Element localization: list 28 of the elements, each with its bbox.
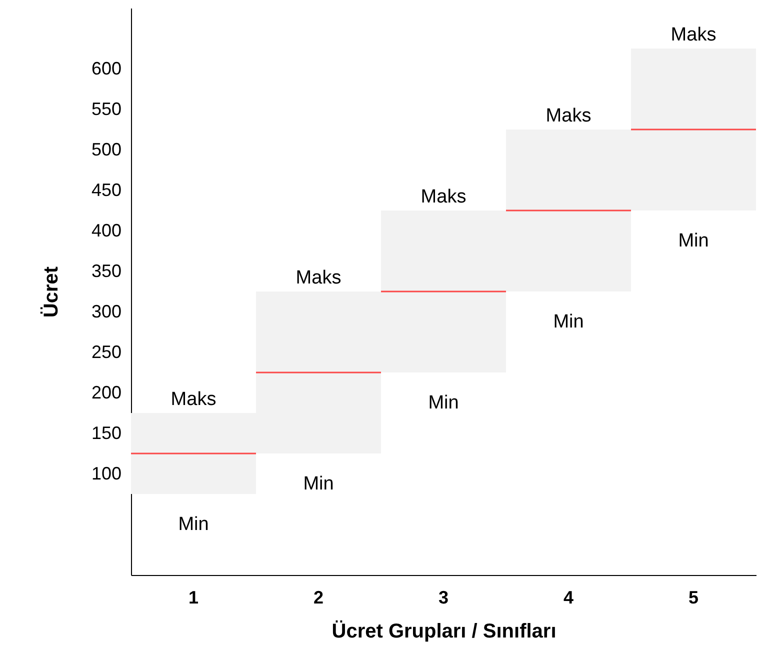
y-tick-label: 300 (91, 301, 122, 322)
y-tick-label: 150 (91, 422, 122, 443)
x-tick-label: 2 (313, 588, 324, 608)
y-tick-label: 400 (91, 220, 122, 240)
y-tick-label: 200 (91, 382, 122, 402)
annotation: Min (428, 392, 459, 414)
annotation: Maks (670, 24, 716, 46)
y-tick-label: 450 (91, 180, 122, 200)
y-tick-label: 550 (91, 98, 122, 119)
y-tick-label: 100 (91, 463, 122, 484)
y-axis-title: Ücret (39, 266, 62, 318)
annotation: Min (303, 474, 334, 494)
annotation: Maks (546, 106, 592, 126)
x-tick-label: 3 (438, 588, 449, 608)
y-tick-label: 350 (91, 260, 122, 281)
y-tick-label: 500 (91, 139, 122, 160)
annotation: Maks (170, 389, 216, 410)
x-tick-label: 4 (563, 588, 574, 608)
annotation: Maks (296, 268, 342, 288)
annotation: Maks (420, 186, 466, 208)
y-tick-label: 250 (91, 342, 122, 362)
annotation: Min (178, 514, 209, 535)
annotation: Min (678, 230, 709, 252)
x-tick-label: 5 (688, 588, 699, 608)
annotation: Min (553, 312, 584, 332)
x-axis-title: Ücret Grupları / Sınıfları (332, 620, 556, 642)
y-tick-label: 600 (91, 58, 122, 78)
x-tick-label: 1 (188, 588, 199, 608)
